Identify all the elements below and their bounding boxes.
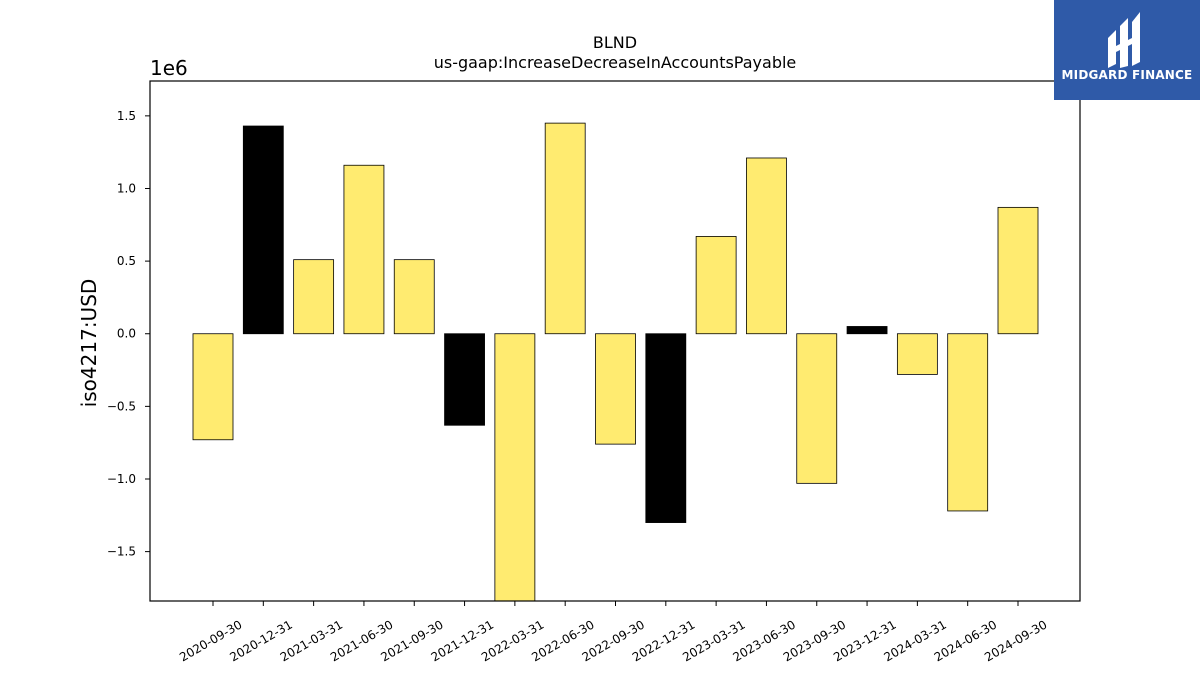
bar-2022-12-31	[645, 333, 687, 523]
logo-text: MIDGARD FINANCE	[1061, 68, 1193, 82]
bar-2020-09-30	[192, 333, 234, 441]
y-tick-label: −1.0	[107, 472, 136, 486]
midgard-logo-icon	[1108, 12, 1140, 68]
midgard-finance-logo: MIDGARD FINANCE	[1054, 0, 1200, 100]
y-tick-label: 1.0	[117, 181, 136, 195]
chart-subtitle: us-gaap:IncreaseDecreaseInAccountsPayabl…	[434, 53, 797, 72]
y-tick-label: 0.5	[117, 254, 136, 268]
bar-2023-12-31	[846, 326, 888, 335]
bar-2024-06-30	[947, 333, 989, 512]
y-axis: −1.5 −1.0 −0.5 0.0 0.5 1.0 1.5	[107, 109, 150, 559]
bar-2021-06-30	[343, 164, 385, 335]
bar-2023-09-30	[796, 333, 838, 484]
y-tick-label: 1.5	[117, 109, 136, 123]
y-tick-label: 0.0	[117, 327, 136, 341]
bar-2022-06-30	[544, 122, 586, 335]
bars-group	[192, 122, 1039, 602]
plot-frame	[149, 80, 1081, 602]
y-axis-label: iso4217:USD	[77, 279, 101, 408]
bar-2021-03-31	[293, 259, 335, 335]
y-axis-offset-label: 1e6	[150, 56, 188, 80]
y-tick-label: −0.5	[107, 399, 136, 413]
bar-2024-09-30	[997, 206, 1039, 335]
bar-2023-06-30	[746, 157, 787, 335]
bar-2022-03-31	[494, 333, 536, 602]
bar-2021-12-31	[444, 333, 485, 426]
bar-2021-09-30	[393, 259, 435, 335]
x-axis: 2020-09-302020-12-312021-03-312021-06-30…	[177, 601, 1050, 664]
chart-title: BLND	[593, 33, 637, 52]
y-tick-label: −1.5	[107, 545, 136, 559]
bar-2022-09-30	[595, 333, 636, 445]
bar-2023-03-31	[695, 236, 737, 335]
bar-2024-03-31	[896, 333, 938, 375]
bar-2020-12-31	[242, 125, 284, 335]
